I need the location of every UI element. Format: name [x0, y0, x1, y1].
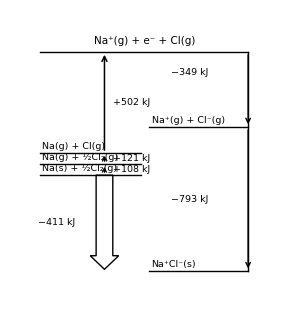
Text: Na⁺(g) + e⁻ + Cl(g): Na⁺(g) + e⁻ + Cl(g): [94, 36, 196, 46]
Text: Na(s) + ½Cl₂(g): Na(s) + ½Cl₂(g): [42, 164, 117, 173]
Text: −349 kJ: −349 kJ: [171, 68, 209, 77]
Text: −793 kJ: −793 kJ: [171, 195, 209, 204]
Polygon shape: [90, 175, 119, 269]
Text: Na⁺Cl⁻(s): Na⁺Cl⁻(s): [152, 260, 196, 269]
Text: Na⁺(g) + Cl⁻(g): Na⁺(g) + Cl⁻(g): [152, 116, 225, 125]
Text: Na(g) + ½Cl₂(g): Na(g) + ½Cl₂(g): [42, 153, 118, 162]
Text: −411 kJ: −411 kJ: [38, 218, 75, 227]
Text: Na(g) + Cl(g): Na(g) + Cl(g): [42, 142, 105, 151]
Text: +502 kJ: +502 kJ: [113, 98, 151, 107]
Text: +121 kJ: +121 kJ: [113, 154, 151, 163]
Text: +108 kJ: +108 kJ: [113, 165, 151, 174]
